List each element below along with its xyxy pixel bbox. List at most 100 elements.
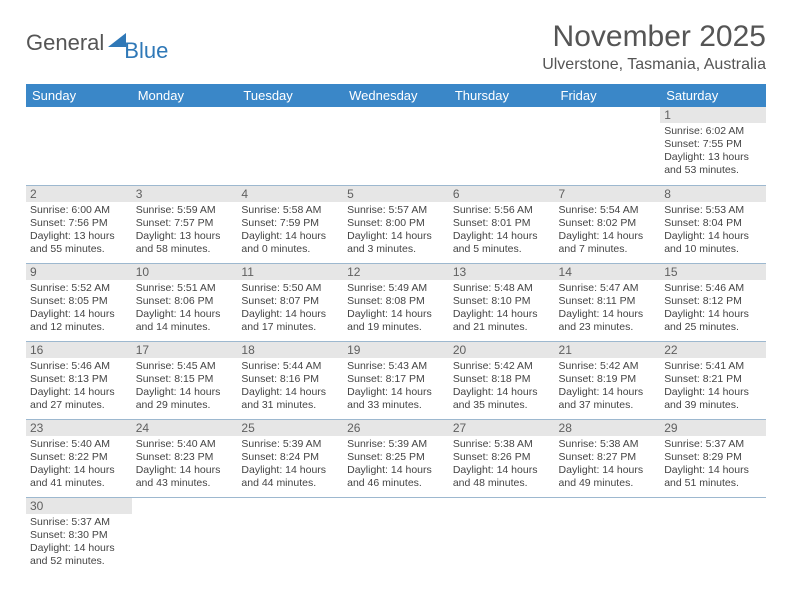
day-detail: Sunrise: 5:38 AMSunset: 8:26 PMDaylight:…: [449, 436, 555, 495]
calendar-cell: 25Sunrise: 5:39 AMSunset: 8:24 PMDayligh…: [237, 419, 343, 497]
weekday-header: Thursday: [449, 84, 555, 107]
day-number: 7: [555, 186, 661, 202]
header: General Blue November 2025 Ulverstone, T…: [26, 20, 766, 80]
day-detail: Sunrise: 5:39 AMSunset: 8:25 PMDaylight:…: [343, 436, 449, 495]
day-number: 27: [449, 420, 555, 436]
daylight-text-2: and 33 minutes.: [347, 399, 445, 412]
sunrise-text: Sunrise: 5:41 AM: [664, 360, 762, 373]
day-detail: Sunrise: 5:40 AMSunset: 8:22 PMDaylight:…: [26, 436, 132, 495]
calendar-cell: 13Sunrise: 5:48 AMSunset: 8:10 PMDayligh…: [449, 263, 555, 341]
day-number: 3: [132, 186, 238, 202]
daylight-text-2: and 12 minutes.: [30, 321, 128, 334]
month-title: November 2025: [542, 20, 766, 54]
daylight-text-1: Daylight: 14 hours: [30, 542, 128, 555]
calendar-cell: 29Sunrise: 5:37 AMSunset: 8:29 PMDayligh…: [660, 419, 766, 497]
day-detail: Sunrise: 5:38 AMSunset: 8:27 PMDaylight:…: [555, 436, 661, 495]
sunset-text: Sunset: 8:21 PM: [664, 373, 762, 386]
daylight-text-2: and 21 minutes.: [453, 321, 551, 334]
sunset-text: Sunset: 8:10 PM: [453, 295, 551, 308]
calendar-header: SundayMondayTuesdayWednesdayThursdayFrid…: [26, 84, 766, 107]
day-number: 22: [660, 342, 766, 358]
day-detail: Sunrise: 5:37 AMSunset: 8:30 PMDaylight:…: [26, 514, 132, 573]
calendar-cell: [132, 107, 238, 185]
daylight-text-2: and 31 minutes.: [241, 399, 339, 412]
logo-text-general: General: [26, 30, 104, 56]
day-number: 18: [237, 342, 343, 358]
daylight-text-1: Daylight: 14 hours: [664, 386, 762, 399]
sunset-text: Sunset: 8:16 PM: [241, 373, 339, 386]
sunrise-text: Sunrise: 5:46 AM: [30, 360, 128, 373]
sunrise-text: Sunrise: 6:00 AM: [30, 204, 128, 217]
sunset-text: Sunset: 8:13 PM: [30, 373, 128, 386]
day-detail: Sunrise: 5:59 AMSunset: 7:57 PMDaylight:…: [132, 202, 238, 261]
sunrise-text: Sunrise: 5:50 AM: [241, 282, 339, 295]
calendar-cell: 7Sunrise: 5:54 AMSunset: 8:02 PMDaylight…: [555, 185, 661, 263]
sunset-text: Sunset: 8:22 PM: [30, 451, 128, 464]
day-detail: Sunrise: 5:42 AMSunset: 8:19 PMDaylight:…: [555, 358, 661, 417]
day-detail: Sunrise: 5:41 AMSunset: 8:21 PMDaylight:…: [660, 358, 766, 417]
day-number: 24: [132, 420, 238, 436]
calendar-cell: 28Sunrise: 5:38 AMSunset: 8:27 PMDayligh…: [555, 419, 661, 497]
day-detail: Sunrise: 5:52 AMSunset: 8:05 PMDaylight:…: [26, 280, 132, 339]
daylight-text-1: Daylight: 14 hours: [453, 464, 551, 477]
sunset-text: Sunset: 8:12 PM: [664, 295, 762, 308]
daylight-text-2: and 37 minutes.: [559, 399, 657, 412]
day-detail: Sunrise: 5:58 AMSunset: 7:59 PMDaylight:…: [237, 202, 343, 261]
daylight-text-1: Daylight: 14 hours: [559, 308, 657, 321]
sunset-text: Sunset: 8:06 PM: [136, 295, 234, 308]
daylight-text-2: and 46 minutes.: [347, 477, 445, 490]
calendar-cell: [449, 497, 555, 575]
day-number: 1: [660, 107, 766, 123]
calendar-week: 2Sunrise: 6:00 AMSunset: 7:56 PMDaylight…: [26, 185, 766, 263]
sunrise-text: Sunrise: 5:48 AM: [453, 282, 551, 295]
calendar-cell: [449, 107, 555, 185]
calendar-cell: [343, 107, 449, 185]
sunset-text: Sunset: 8:17 PM: [347, 373, 445, 386]
calendar-cell: 17Sunrise: 5:45 AMSunset: 8:15 PMDayligh…: [132, 341, 238, 419]
daylight-text-1: Daylight: 14 hours: [241, 386, 339, 399]
day-detail: Sunrise: 5:51 AMSunset: 8:06 PMDaylight:…: [132, 280, 238, 339]
calendar-week: 16 Sunrise: 5:46 AMSunset: 8:13 PM Dayligh…: [26, 341, 766, 419]
day-number: 26: [343, 420, 449, 436]
weekday-header: Saturday: [660, 84, 766, 107]
day-detail: Sunrise: 5:49 AMSunset: 8:08 PMDaylight:…: [343, 280, 449, 339]
calendar-cell: 10Sunrise: 5:51 AMSunset: 8:06 PMDayligh…: [132, 263, 238, 341]
weekday-header: Tuesday: [237, 84, 343, 107]
sunrise-text: Sunrise: 5:58 AM: [241, 204, 339, 217]
calendar-cell: [237, 497, 343, 575]
daylight-text-1: Daylight: 14 hours: [664, 230, 762, 243]
daylight-text-2: and 51 minutes.: [664, 477, 762, 490]
calendar-cell: [237, 107, 343, 185]
logo-text-blue: Blue: [124, 38, 168, 64]
sunset-text: Sunset: 8:00 PM: [347, 217, 445, 230]
calendar-cell: 8Sunrise: 5:53 AMSunset: 8:04 PMDaylight…: [660, 185, 766, 263]
calendar-cell: 20Sunrise: 5:42 AMSunset: 8:18 PMDayligh…: [449, 341, 555, 419]
daylight-text-1: Daylight: 14 hours: [347, 308, 445, 321]
sunrise-text: Sunrise: 5:54 AM: [559, 204, 657, 217]
day-number: 16: [26, 342, 132, 358]
day-detail: Sunrise: 5:40 AMSunset: 8:23 PMDaylight:…: [132, 436, 238, 495]
calendar-cell: 16Sunrise: 5:46 AMSunset: 8:13 PMDayligh…: [26, 341, 132, 419]
calendar-cell: 11Sunrise: 5:50 AMSunset: 8:07 PMDayligh…: [237, 263, 343, 341]
daylight-text-1: Daylight: 14 hours: [453, 386, 551, 399]
daylight-text-1: Daylight: 14 hours: [347, 464, 445, 477]
calendar-week: 30Sunrise: 5:37 AMSunset: 8:30 PMDayligh…: [26, 497, 766, 575]
day-detail: Sunrise: 6:02 AMSunset: 7:55 PMDaylight:…: [660, 123, 766, 182]
sunset-text: Sunset: 7:56 PM: [30, 217, 128, 230]
sunrise-text: Sunrise: 5:38 AM: [453, 438, 551, 451]
daylight-text-1: Daylight: 14 hours: [347, 230, 445, 243]
daylight-text-1: Daylight: 14 hours: [347, 386, 445, 399]
calendar-cell: [660, 497, 766, 575]
location: Ulverstone, Tasmania, Australia: [542, 56, 766, 74]
sunset-text: Sunset: 8:25 PM: [347, 451, 445, 464]
day-detail: Sunrise: 5:37 AMSunset: 8:29 PMDaylight:…: [660, 436, 766, 495]
sunset-text: Sunset: 8:29 PM: [664, 451, 762, 464]
day-number: 13: [449, 264, 555, 280]
sunset-text: Sunset: 8:23 PM: [136, 451, 234, 464]
daylight-text-2: and 17 minutes.: [241, 321, 339, 334]
day-detail: Sunrise: 5:43 AMSunset: 8:17 PMDaylight:…: [343, 358, 449, 417]
calendar-cell: 14Sunrise: 5:47 AMSunset: 8:11 PMDayligh…: [555, 263, 661, 341]
day-number: 8: [660, 186, 766, 202]
day-number: 14: [555, 264, 661, 280]
day-number: 10: [132, 264, 238, 280]
